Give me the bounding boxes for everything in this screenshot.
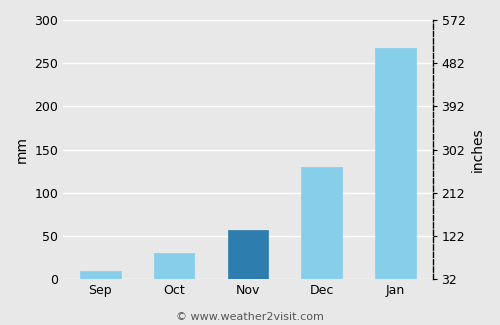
- Bar: [376, 48, 416, 279]
- Bar: [154, 253, 194, 279]
- Y-axis label: inches: inches: [471, 127, 485, 172]
- Bar: [228, 230, 268, 279]
- Y-axis label: mm: mm: [15, 136, 29, 163]
- Bar: [302, 167, 342, 279]
- Text: © www.weather2visit.com: © www.weather2visit.com: [176, 312, 324, 322]
- Bar: [80, 270, 120, 279]
